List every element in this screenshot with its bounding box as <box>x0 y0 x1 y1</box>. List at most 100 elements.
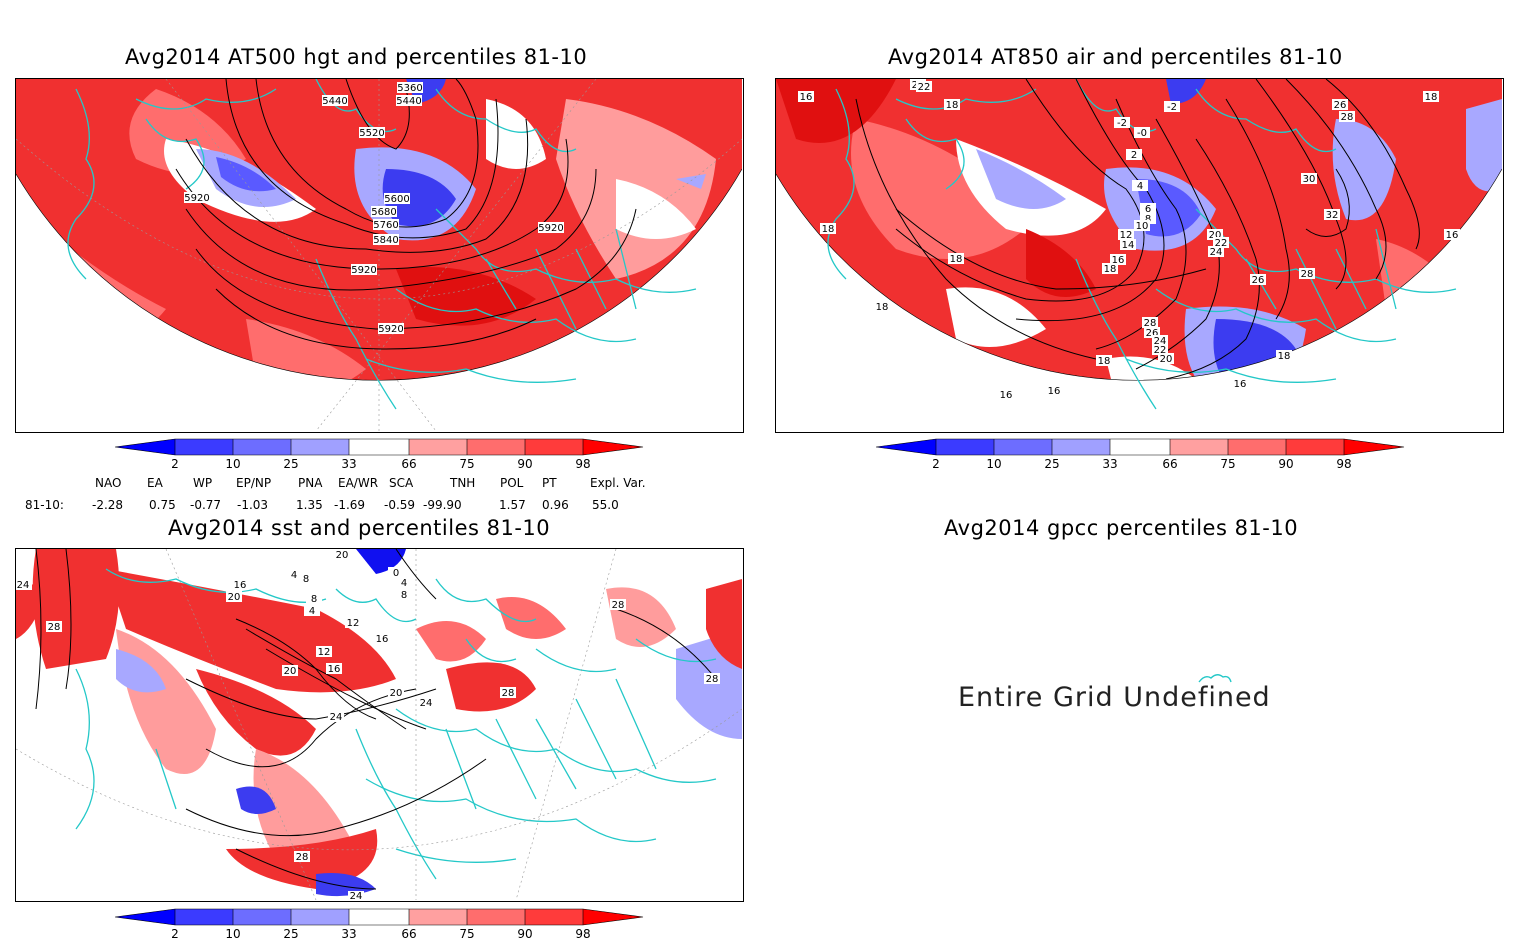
colorbar-hgt: 2 10 25 33 66 75 90 98 <box>114 438 645 471</box>
air-contour-label: 6 <box>1145 204 1151 215</box>
map-air-canvas: 16 20 22 18 -2 -2 26 28 18 2 -0 4 6 8 10… <box>776 79 1502 410</box>
colorbar-label: 98 <box>575 457 590 470</box>
colorbar-label: 10 <box>225 457 240 470</box>
colorbar-label: 75 <box>1220 457 1235 470</box>
colorbar-label: 10 <box>986 457 1001 470</box>
colorbar-swatch <box>876 439 936 455</box>
gpcc-undefined-message: Entire Grid Undefined <box>958 682 1271 713</box>
colorbar-swatch <box>467 439 525 455</box>
colorbar-swatch <box>233 439 291 455</box>
hgt-contour-label: 5840 <box>373 235 398 246</box>
colorbar-label: 75 <box>459 457 474 470</box>
sst-contour-label: 24 <box>350 891 363 900</box>
index-value: 0.75 <box>149 498 176 512</box>
air-contour-labels: 16 20 22 18 -2 -2 26 28 18 2 -0 4 6 8 10… <box>798 79 1460 401</box>
sst-contour-label: 20 <box>284 666 297 677</box>
index-header: WP <box>193 476 213 490</box>
sst-contour-label: 28 <box>706 674 719 685</box>
sst-contour-label: 28 <box>612 600 625 611</box>
colorbar-swatch <box>1110 439 1170 455</box>
colorbar-swatch <box>291 439 349 455</box>
air-contour-label: 16 <box>800 92 813 103</box>
hgt-contour-label: 5920 <box>351 265 376 276</box>
hgt-contour-label: 5680 <box>371 207 396 218</box>
sst-contour-label: 4 <box>291 570 297 581</box>
colorbar-label: 66 <box>401 457 416 470</box>
air-contour-label: 18 <box>822 224 835 235</box>
hgt-contour-label: 5520 <box>359 128 384 139</box>
map-hgt-canvas: 5360 5440 5440 5520 5600 5680 5760 5840 … <box>16 79 742 431</box>
index-value: -1.03 <box>237 498 269 512</box>
colorbar-label: 33 <box>341 457 356 470</box>
colorbar-swatch <box>409 909 467 925</box>
colorbar-label: 25 <box>283 927 298 940</box>
colorbar-label: 33 <box>341 927 356 940</box>
index-value: 1.35 <box>296 498 323 512</box>
air-contour-label: 22 <box>918 82 931 93</box>
sst-contour-label: 24 <box>17 580 30 591</box>
index-value: -2.28 <box>92 498 124 512</box>
air-contour-label: -2 <box>1117 118 1127 129</box>
index-row-label: 81-10: <box>25 498 64 512</box>
index-header: NAO <box>95 476 122 490</box>
air-contour-label: 10 <box>1136 221 1149 232</box>
sst-contour-label: 20 <box>228 592 241 603</box>
air-contour-label: 18 <box>876 302 889 313</box>
colorbar-label: 33 <box>1102 457 1117 470</box>
colorbar-swatch <box>175 909 233 925</box>
air-contour-label: 26 <box>1334 100 1347 111</box>
index-header: EA <box>147 476 163 490</box>
colorbar-swatch <box>349 909 409 925</box>
index-value: -1.69 <box>334 498 366 512</box>
map-sst-canvas: 24 28 20 16 20 4 8 8 4 0 4 8 12 16 12 16… <box>16 549 742 900</box>
colorbar-label: 98 <box>575 927 590 940</box>
hgt-contour-label: 5360 <box>397 83 422 94</box>
colorbar-swatch <box>1344 439 1404 455</box>
colorbar-swatch <box>175 439 233 455</box>
map-panel-hgt: 5360 5440 5440 5520 5600 5680 5760 5840 … <box>15 78 744 433</box>
hgt-contour-label: 5920 <box>538 223 563 234</box>
sst-contour-label: 12 <box>318 647 331 658</box>
index-header: TNH <box>450 476 476 490</box>
colorbar-swatch <box>1170 439 1228 455</box>
colorbar-swatch <box>583 439 643 455</box>
panel-title-hgt: Avg2014 AT500 hgt and percentiles 81-10 <box>125 45 588 69</box>
colorbar-label: 2 <box>171 927 179 940</box>
air-contour-label: 28 <box>1341 112 1354 123</box>
sst-contour-label: 28 <box>502 688 515 699</box>
sst-contour-label: 4 <box>401 578 407 589</box>
air-contour-label: 32 <box>1326 210 1339 221</box>
air-contour-label: 24 <box>1154 336 1167 347</box>
sst-contour-label: 20 <box>390 688 403 699</box>
colorbar-air-svg: 2 10 25 33 66 75 90 98 <box>875 438 1405 471</box>
sst-contour-label: 0 <box>393 568 399 579</box>
index-header: EA/WR <box>338 476 379 490</box>
index-header: POL <box>500 476 524 490</box>
sst-contour-label: 28 <box>48 622 61 633</box>
sst-contour-label: 24 <box>330 712 343 723</box>
air-contour-label: 14 <box>1122 240 1135 251</box>
indices-table: NAO EA WP EP/NP PNA EA/WR SCA TNH POL PT… <box>0 474 760 514</box>
air-contour-label: -0 <box>1137 128 1147 139</box>
air-contour-label: 26 <box>1252 275 1265 286</box>
air-contour-label: 28 <box>1301 269 1314 280</box>
colorbar-swatch <box>994 439 1052 455</box>
colorbar-sst-svg: 2 10 25 33 66 75 90 98 <box>114 908 644 941</box>
colorbar-swatch <box>583 909 643 925</box>
sst-contour-label: 8 <box>401 590 407 601</box>
index-value: 1.57 <box>499 498 526 512</box>
air-contour-label: 18 <box>950 254 963 265</box>
colorbar-label: 2 <box>932 457 940 470</box>
gpcc-coast-fragment <box>1198 674 1232 683</box>
map-panel-sst: 24 28 20 16 20 4 8 8 4 0 4 8 12 16 12 16… <box>15 548 744 902</box>
index-header: Expl. Var. <box>590 476 646 490</box>
air-contour-label: 30 <box>1303 174 1316 185</box>
sst-contour-label: 8 <box>311 594 317 605</box>
air-contour-label: 16 <box>1234 379 1247 390</box>
air-contour-label: 18 <box>1278 351 1291 362</box>
hgt-contour-label: 5440 <box>396 96 421 107</box>
sst-contour-label: 28 <box>296 852 309 863</box>
index-value: 0.96 <box>542 498 569 512</box>
air-contour-label: 18 <box>1425 92 1438 103</box>
air-contour-label: 26 <box>1146 328 1159 339</box>
